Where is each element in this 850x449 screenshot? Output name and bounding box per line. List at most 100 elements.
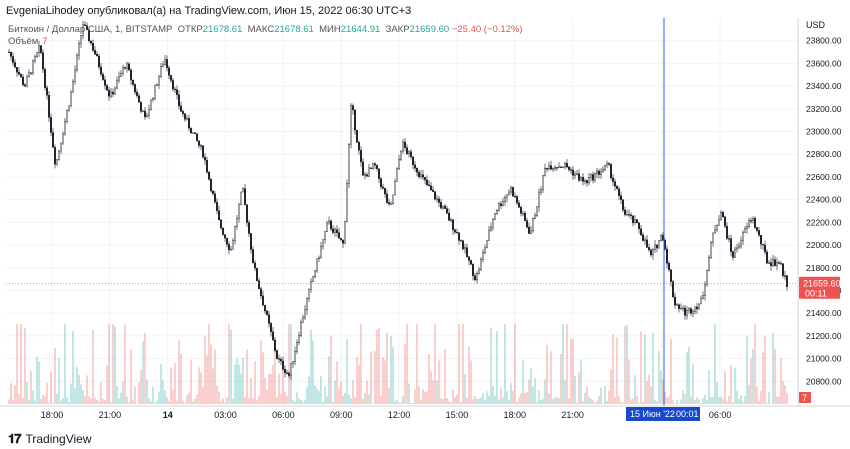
- volume-bar: [624, 325, 626, 404]
- candle-body: [718, 219, 720, 226]
- volume-bar: [634, 375, 636, 404]
- candle-body: [110, 91, 112, 97]
- y-tick-label: 23800.00: [806, 36, 842, 46]
- volume-bar: [350, 398, 352, 404]
- volume-bar: [472, 399, 474, 404]
- candle-body: [188, 118, 190, 129]
- candle-body: [650, 249, 652, 256]
- volume-bar: [658, 350, 660, 404]
- candle-body: [112, 91, 114, 95]
- candle-body: [370, 167, 372, 169]
- candle-body: [712, 232, 714, 243]
- candle-body: [786, 275, 788, 287]
- candle-body: [740, 240, 742, 247]
- candle-body: [568, 166, 570, 170]
- volume-bar: [644, 334, 646, 404]
- volume-bar: [78, 375, 80, 404]
- candles: [8, 20, 788, 380]
- candle-body: [472, 264, 474, 276]
- candle-body: [222, 227, 224, 235]
- volume-bar: [544, 379, 546, 404]
- candle-body: [588, 177, 590, 184]
- time-axis[interactable]: 18:00 21:00 14 03:00 06:00 09:00 12:00 15:00 18:…: [0, 405, 850, 420]
- candle-body: [292, 361, 294, 364]
- volume-bar: [358, 364, 360, 404]
- candle-body: [198, 140, 200, 146]
- candle-body: [390, 203, 392, 205]
- candle-body: [36, 52, 38, 57]
- candle-body: [652, 249, 654, 256]
- symbol-name[interactable]: Биткоин / Доллар США, 1, BITSTAMP: [8, 24, 173, 35]
- tradingview-logo[interactable]: 𝟏𝟕 TradingView: [8, 431, 92, 447]
- volume-bar: [16, 324, 18, 404]
- candle-body: [760, 234, 762, 245]
- candle-body: [686, 310, 688, 316]
- volume-bar: [562, 324, 564, 404]
- volume-bar: [318, 390, 320, 404]
- volume-bar: [710, 396, 712, 404]
- candle-body: [64, 121, 66, 135]
- volume-bar: [234, 364, 236, 404]
- volume-bar: [230, 329, 232, 404]
- candle-body: [462, 240, 464, 250]
- volume-bar: [728, 396, 730, 404]
- candle-body: [294, 351, 296, 362]
- candle-body: [266, 310, 268, 315]
- candle-body: [634, 219, 636, 223]
- volume-bar: [10, 383, 12, 404]
- candle-body: [490, 227, 492, 231]
- candle-body: [738, 245, 740, 249]
- volume-bar: [76, 366, 78, 404]
- volume-bar: [44, 396, 46, 404]
- volume-bar: [506, 391, 508, 404]
- candle-body: [224, 234, 226, 239]
- volume-bar: [720, 396, 722, 404]
- candle-body: [46, 87, 48, 96]
- volume-bar: [672, 400, 674, 404]
- candle-body: [698, 303, 700, 310]
- candle-body: [560, 166, 562, 168]
- volume-bar: [688, 347, 690, 404]
- volume-bar: [496, 331, 498, 404]
- candle-body: [244, 188, 246, 205]
- volume-bar: [556, 396, 558, 404]
- y-tick-label: 20800.00: [806, 376, 842, 386]
- candle-body: [144, 110, 146, 118]
- volume-bar: [114, 326, 116, 404]
- volume-bar: [314, 385, 316, 404]
- volume-bar: [240, 373, 242, 404]
- candle-body: [450, 219, 452, 221]
- volume-bar: [260, 340, 262, 404]
- volume-bar: [368, 394, 370, 404]
- volume-bar: [258, 395, 260, 404]
- volume-bar: [150, 401, 152, 404]
- candle-body: [232, 240, 234, 250]
- price-axis[interactable]: 20800.0021000.0021200.0021400.0021600.00…: [797, 18, 842, 406]
- candle-body: [18, 71, 20, 75]
- x-tick-label: 06:00: [709, 410, 732, 420]
- candle-body: [118, 76, 120, 81]
- volume-bar: [184, 403, 186, 404]
- candle-body: [484, 247, 486, 253]
- volume-bar: [712, 396, 714, 404]
- candle-body: [746, 226, 748, 229]
- volume-bar: [116, 385, 118, 404]
- candle-body: [582, 176, 584, 182]
- y-tick-label: 21000.00: [806, 354, 842, 364]
- price-chart[interactable]: 20800.0021000.0021200.0021400.0021600.00…: [0, 18, 850, 430]
- volume-bar: [486, 391, 488, 404]
- volume-bar: [280, 393, 282, 404]
- change-value: −25.40 (−0.12%): [451, 24, 523, 35]
- volume-bar: [312, 340, 314, 404]
- volume-bar: [212, 368, 214, 404]
- candle-body: [550, 165, 552, 170]
- candle-body: [126, 63, 128, 69]
- candle-body: [254, 262, 256, 269]
- volume-bar: [742, 402, 744, 404]
- volume-bar: [714, 324, 716, 404]
- candle-body: [530, 230, 532, 234]
- volume-bar: [26, 381, 28, 404]
- volume-bar: [250, 377, 252, 404]
- volume-bar: [162, 380, 164, 404]
- candle-body: [66, 110, 68, 122]
